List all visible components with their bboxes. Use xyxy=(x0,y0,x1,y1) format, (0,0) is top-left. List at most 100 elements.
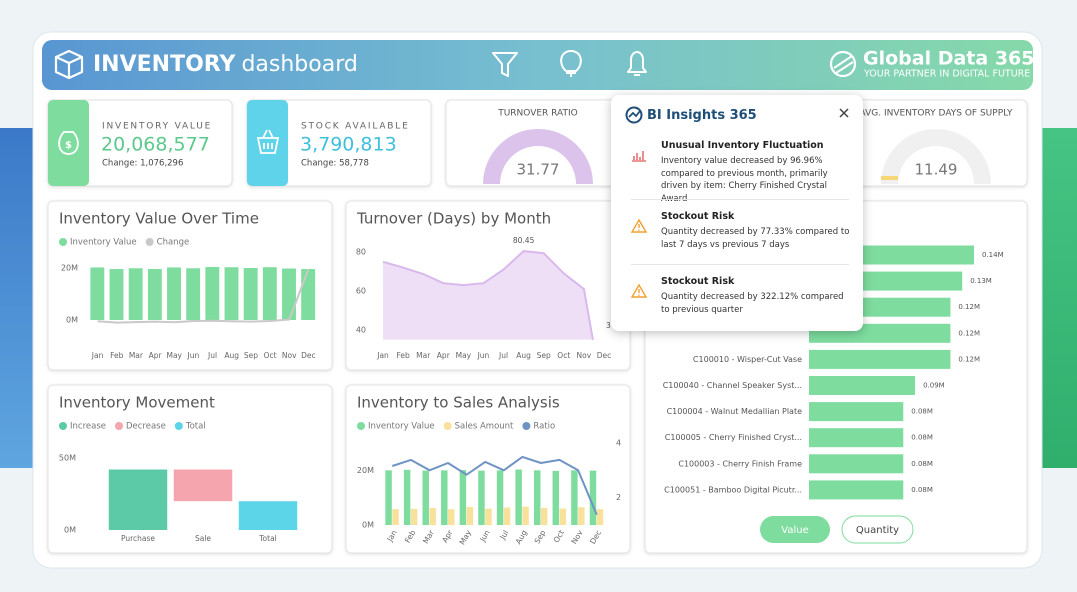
legend-swatch xyxy=(145,238,154,246)
toggle-button[interactable] xyxy=(841,515,914,544)
x-tick-label: Jan xyxy=(376,351,389,360)
area xyxy=(383,251,604,340)
legend-swatch xyxy=(357,422,365,430)
bar xyxy=(459,470,467,525)
data-label: 0.13M xyxy=(970,277,992,285)
insight-text: Inventory value decreased by 96.96% comp… xyxy=(661,156,828,204)
bar xyxy=(441,470,448,525)
separator xyxy=(631,199,849,200)
data-label: 0.08M xyxy=(911,434,933,442)
chart-title: Turnover (Days) by Month xyxy=(356,210,551,228)
legend-swatch xyxy=(443,422,452,430)
insight-item: Stockout Risk Quantity decreased by 77.33… xyxy=(631,211,853,251)
x-tick-label: Apr xyxy=(437,351,451,360)
bar xyxy=(809,480,904,500)
waterfall-bar xyxy=(238,501,298,530)
x-tick-label: Mar xyxy=(129,351,144,360)
legend-label: Inventory Value xyxy=(368,422,435,432)
bar xyxy=(167,267,181,320)
x-tick-label: May xyxy=(456,351,472,360)
insights-icon[interactable] xyxy=(560,50,582,77)
data-label: 0.08M xyxy=(911,486,933,494)
bar xyxy=(496,470,504,525)
chart-title: Inventory Value Over Time xyxy=(59,210,259,228)
money-bag-symbol: $ xyxy=(65,140,72,151)
waterfall-bar xyxy=(108,469,168,530)
bar xyxy=(515,469,522,525)
brand-name: Global Data 365 xyxy=(863,48,1034,70)
bar xyxy=(205,266,220,320)
chart-alert-icon xyxy=(632,151,646,162)
x-tick-label: Mar xyxy=(416,351,431,360)
legend-label: Ratio xyxy=(533,422,555,432)
y-tick-label: 40 xyxy=(356,326,366,335)
bar xyxy=(385,470,392,525)
insight-text: Quantity decreased by 77.33% compared to… xyxy=(661,227,850,250)
y-category-label: C100051 - Bamboo Digital Picutr... xyxy=(664,485,802,494)
toggle-button[interactable] xyxy=(760,516,830,543)
chart-title: Inventory to Sales Analysis xyxy=(357,394,560,412)
y-category-label: C100005 - Cherry Finished Cryst... xyxy=(665,433,802,442)
close-button[interactable] xyxy=(839,108,849,118)
legend-label: Change xyxy=(157,238,190,248)
bar xyxy=(448,509,455,525)
kpi-value: 20,068,577 xyxy=(101,134,210,156)
money-bag-icon xyxy=(58,131,79,155)
y-tick-label: 20M xyxy=(357,466,374,475)
bar xyxy=(392,509,399,525)
header-title-bold: INVENTORY xyxy=(93,52,237,77)
brand-logo xyxy=(829,50,857,78)
kpi-value: 3,790,813 xyxy=(300,134,397,156)
brand-tagline: YOUR PARTNER IN DIGITAL FUTURE xyxy=(863,69,1030,80)
y-category-label: C100040 - Channel Speaker Syst... xyxy=(663,381,802,390)
x-tick-label: Nov xyxy=(282,351,297,360)
x-tick-label: Dec xyxy=(301,351,316,360)
bar xyxy=(90,267,105,320)
bar xyxy=(478,470,485,525)
bar xyxy=(522,506,529,525)
kpi-icon-box xyxy=(48,100,89,186)
gauge-arc xyxy=(483,129,593,184)
y-tick-label: 80 xyxy=(356,248,366,257)
bar xyxy=(224,267,239,320)
x-tick-label: Nov xyxy=(577,351,592,360)
warning-icon xyxy=(631,284,647,298)
kpi-change: Change: 58,778 xyxy=(301,159,369,169)
insights-title: BI Insights 365 xyxy=(647,107,757,123)
x-tick-label: Feb xyxy=(396,351,410,360)
bar xyxy=(589,470,597,525)
gauge-arc-track xyxy=(881,129,991,184)
data-label: 0.09M xyxy=(923,382,945,390)
legend-label: Inventory Value xyxy=(70,238,137,248)
y-tick-label: 0M xyxy=(64,526,76,535)
bar xyxy=(809,454,904,474)
toggle-button-label[interactable]: Quantity xyxy=(856,525,899,536)
header-title: INVENTORY dashboard xyxy=(93,52,358,77)
bar xyxy=(571,470,578,525)
legend-swatch xyxy=(59,422,67,430)
x-tick-label: Oct xyxy=(557,351,570,360)
x-tick-label: Jun xyxy=(187,351,200,360)
notifications-icon[interactable] xyxy=(627,51,647,76)
insights-panel: BI Insights 365 Unusual Inventory Fluctu… xyxy=(611,95,863,331)
x-tick-label: Aug xyxy=(516,351,531,360)
x-tick-label: Jul xyxy=(497,529,510,542)
insight-text: Quantity decreased by 322.12% compared t… xyxy=(661,292,844,315)
filter-icon[interactable] xyxy=(492,52,518,77)
legend-label: Total xyxy=(185,422,206,432)
toggle-button-label[interactable]: Value xyxy=(781,525,808,536)
gauge-value: 31.77 xyxy=(517,161,560,179)
kpi-change: Change: 1,076,296 xyxy=(102,159,183,169)
data-label: 80.45 xyxy=(513,236,535,245)
insight-title: Stockout Risk xyxy=(661,276,735,287)
x-tick-label: Apr xyxy=(149,351,163,360)
bar xyxy=(578,507,585,525)
data-label: 3 xyxy=(606,321,611,330)
bar xyxy=(109,269,124,320)
legend-label: Decrease xyxy=(126,422,166,432)
bar xyxy=(243,268,258,320)
insights-header: BI Insights 365 xyxy=(625,106,757,124)
y-tick-label: 60 xyxy=(356,287,366,296)
